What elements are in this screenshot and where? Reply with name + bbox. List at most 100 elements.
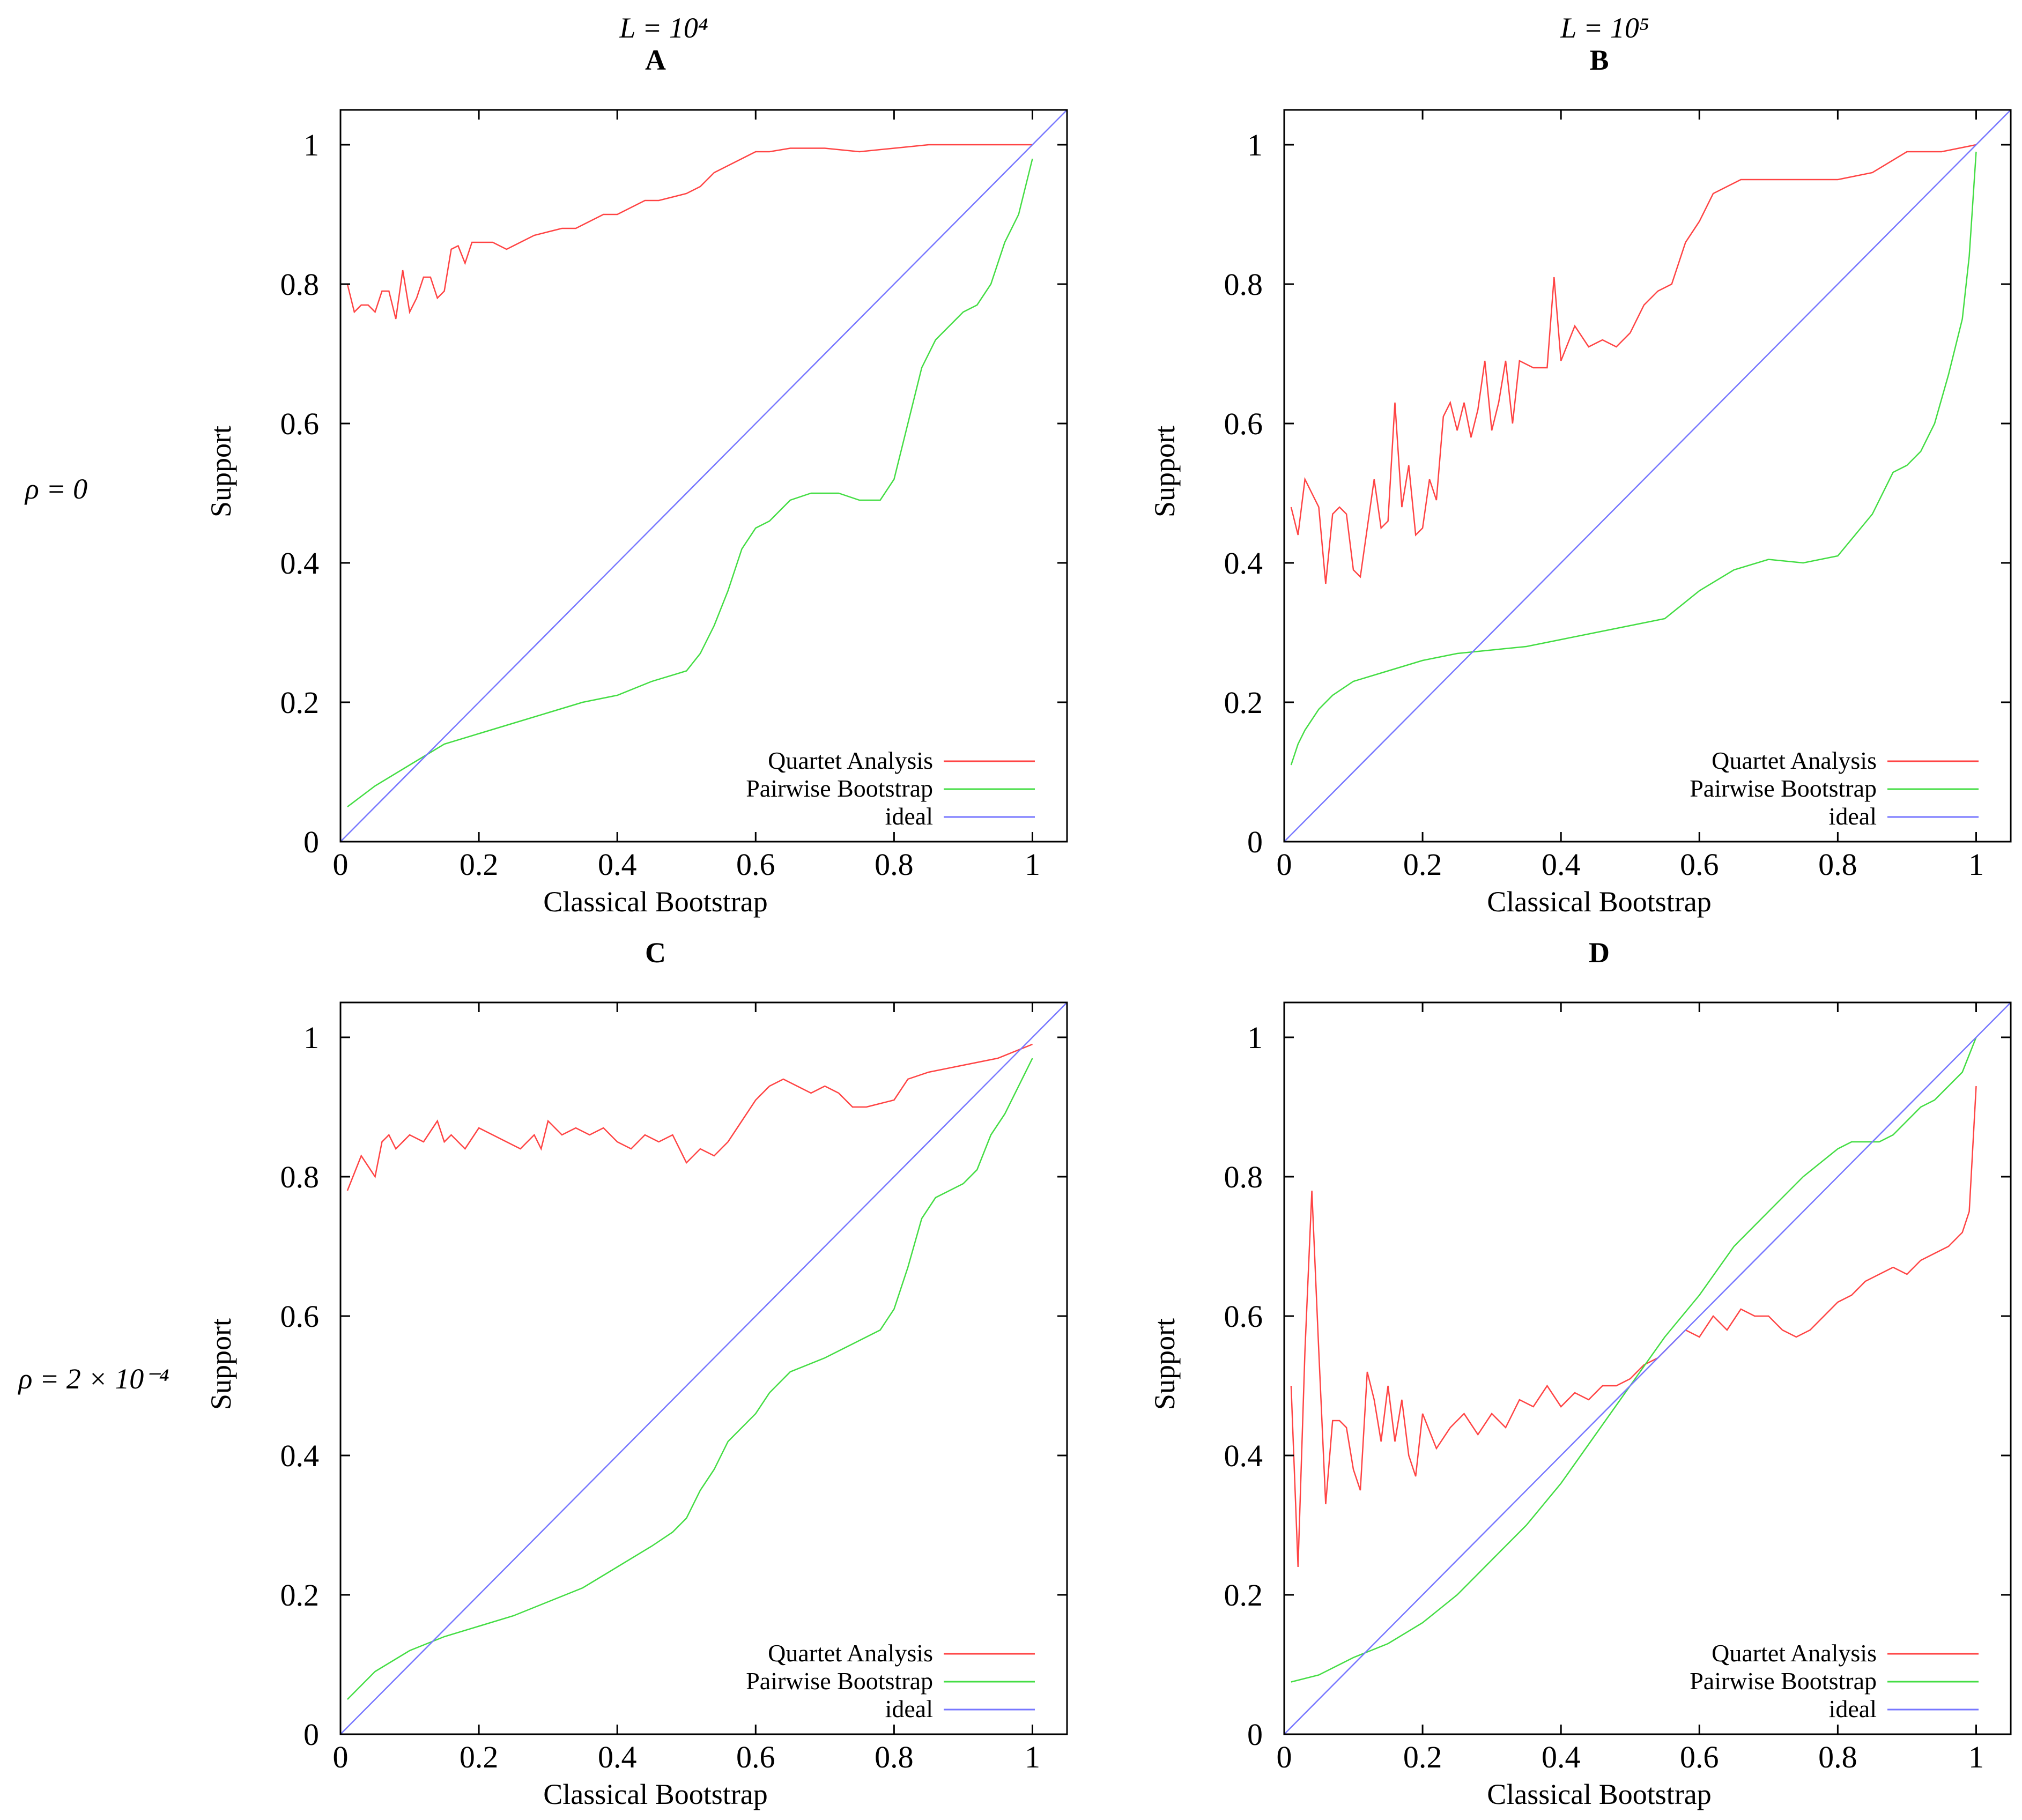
series-line-quartet-analysis bbox=[1290, 1086, 1977, 1568]
y-tick-label: 0.8 bbox=[280, 1160, 320, 1194]
x-tick-label: 0.4 bbox=[1542, 847, 1581, 882]
plot-area bbox=[1284, 110, 2011, 842]
legend-label: ideal bbox=[1829, 803, 1877, 830]
legend-label: ideal bbox=[1829, 1695, 1877, 1722]
y-tick-label: 0.6 bbox=[280, 406, 320, 441]
legend-label: Quartet Analysis bbox=[768, 747, 933, 774]
x-tick-label: 1 bbox=[1025, 1740, 1040, 1774]
chart-panel-A: 0 0.2 0.4 0.6 0.8 1 0 0.2 0.4 0.6 0.8 1 A Classical B… bbox=[205, 44, 1068, 918]
chart-panel-D: 0 0.2 0.4 0.6 0.8 1 0 0.2 0.4 0.6 0.8 1 D Classical B… bbox=[1149, 937, 2012, 1810]
legend-label: ideal bbox=[885, 1695, 933, 1722]
y-tick-label: 1 bbox=[303, 128, 319, 162]
y-tick-label: 1 bbox=[303, 1020, 319, 1055]
y-tick-label: 0.4 bbox=[1224, 546, 1263, 581]
series-line-pairwise-bootstrap bbox=[347, 158, 1033, 807]
legend-label: Quartet Analysis bbox=[768, 1639, 933, 1667]
x-tick-label: 0.2 bbox=[1403, 1740, 1442, 1774]
x-tick-label: 0 bbox=[333, 1740, 349, 1774]
x-tick-label: 0.6 bbox=[736, 1740, 775, 1774]
x-tick-label: 0.2 bbox=[460, 1740, 499, 1774]
y-axis-label: Support bbox=[205, 1318, 237, 1410]
y-tick-label: 0 bbox=[303, 824, 319, 859]
series-line-pairwise-bootstrap bbox=[1290, 151, 1977, 766]
series-line-pairwise-bootstrap bbox=[1291, 1037, 1977, 1683]
x-tick-label: 0.8 bbox=[1818, 1740, 1857, 1774]
x-tick-label: 0.6 bbox=[1680, 847, 1719, 882]
panel-title: D bbox=[1589, 937, 1610, 969]
y-tick-label: 0.6 bbox=[1224, 1299, 1263, 1334]
series-line-quartet-analysis bbox=[1290, 144, 1976, 584]
y-tick-label: 0.2 bbox=[1224, 685, 1263, 720]
y-tick-label: 0.2 bbox=[280, 685, 320, 720]
series-line-quartet-analysis bbox=[346, 1043, 1033, 1191]
plot-area bbox=[340, 110, 1067, 842]
legend-label: Quartet Analysis bbox=[1712, 747, 1877, 774]
panel-title: C bbox=[645, 937, 666, 969]
y-tick-label: 0.2 bbox=[1224, 1578, 1263, 1613]
y-tick-label: 0 bbox=[1247, 824, 1263, 859]
chart-panels: 0 0.2 0.4 0.6 0.8 1 0 0.2 0.4 0.6 0.8 1 A Classical B… bbox=[205, 44, 2012, 1810]
plot-frame bbox=[339, 1001, 1068, 1735]
x-tick-label: 0.4 bbox=[1542, 1740, 1581, 1774]
x-tick-label: 0.4 bbox=[598, 847, 637, 882]
panel-title: A bbox=[645, 44, 666, 76]
x-tick-label: 0 bbox=[1277, 847, 1292, 882]
x-tick-label: 1 bbox=[1968, 847, 1984, 882]
series-line-ideal bbox=[1284, 1002, 2011, 1734]
x-tick-label: 1 bbox=[1025, 847, 1040, 882]
plot-frame bbox=[339, 109, 1068, 843]
x-tick-label: 0.8 bbox=[875, 847, 914, 882]
y-tick-label: 0.4 bbox=[280, 1438, 320, 1473]
row-label-1: ρ = 0 bbox=[24, 473, 87, 505]
row-label-2: ρ = 2 × 10⁻⁴ bbox=[17, 1363, 169, 1395]
legend-label: Quartet Analysis bbox=[1712, 1639, 1877, 1667]
series-line-ideal bbox=[1284, 110, 2011, 842]
x-tick-label: 0.6 bbox=[1680, 1740, 1719, 1774]
legend-label: Pairwise Bootstrap bbox=[746, 1667, 933, 1695]
y-tick-label: 0.6 bbox=[1224, 406, 1263, 441]
legend-label: Pairwise Bootstrap bbox=[746, 775, 933, 802]
column-title-1: L = 10⁴ bbox=[619, 12, 708, 44]
x-tick-label: 0.8 bbox=[1818, 847, 1857, 882]
x-tick-label: 0.6 bbox=[736, 847, 775, 882]
legend-label: Pairwise Bootstrap bbox=[1690, 1667, 1877, 1695]
x-axis-label: Classical Bootstrap bbox=[1487, 886, 1711, 918]
x-axis-label: Classical Bootstrap bbox=[1487, 1778, 1711, 1810]
y-axis-label: Support bbox=[205, 426, 237, 517]
chart-panel-C: 0 0.2 0.4 0.6 0.8 1 0 0.2 0.4 0.6 0.8 1 C Classical B… bbox=[205, 937, 1068, 1810]
x-axis-label: Classical Bootstrap bbox=[543, 1778, 767, 1810]
x-tick-label: 0 bbox=[1277, 1740, 1292, 1774]
y-tick-label: 0.4 bbox=[280, 546, 320, 581]
y-tick-label: 0.6 bbox=[280, 1299, 320, 1334]
legend-label: Pairwise Bootstrap bbox=[1690, 775, 1877, 802]
y-tick-label: 0.8 bbox=[1224, 1160, 1263, 1194]
plot-area bbox=[1284, 1002, 2011, 1734]
y-tick-label: 1 bbox=[1247, 128, 1263, 162]
plot-frame bbox=[1283, 109, 2012, 843]
series-line-pairwise-bootstrap bbox=[347, 1058, 1033, 1700]
x-axis-label: Classical Bootstrap bbox=[543, 886, 767, 918]
panel-title: B bbox=[1589, 44, 1609, 76]
x-tick-label: 1 bbox=[1968, 1740, 1984, 1774]
y-tick-label: 0.2 bbox=[280, 1578, 320, 1613]
legend-label: ideal bbox=[885, 803, 933, 830]
x-tick-label: 0.4 bbox=[598, 1740, 637, 1774]
series-line-ideal bbox=[340, 1002, 1067, 1734]
y-tick-label: 0.4 bbox=[1224, 1438, 1263, 1473]
y-tick-label: 1 bbox=[1247, 1020, 1263, 1055]
x-tick-label: 0 bbox=[333, 847, 349, 882]
y-tick-label: 0 bbox=[303, 1717, 319, 1752]
y-tick-label: 0.8 bbox=[1224, 267, 1263, 302]
series-line-quartet-analysis bbox=[346, 144, 1033, 320]
x-tick-label: 0.2 bbox=[460, 847, 499, 882]
y-axis-label: Support bbox=[1149, 426, 1181, 517]
series-line-ideal bbox=[340, 110, 1067, 842]
plot-area bbox=[340, 1002, 1067, 1734]
y-axis-label: Support bbox=[1149, 1318, 1181, 1410]
x-tick-label: 0.8 bbox=[875, 1740, 914, 1774]
